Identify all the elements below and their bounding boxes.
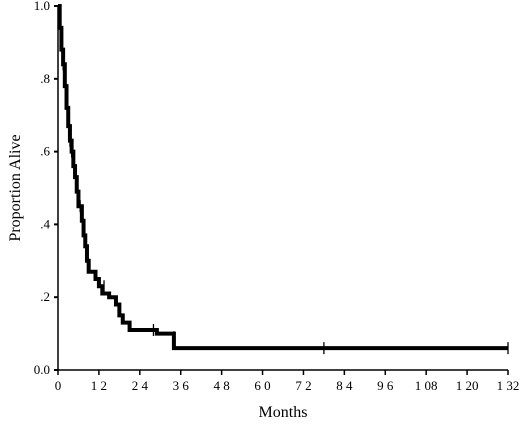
x-ticks: 0 1 2 2 4 3 6 4 8 6 0 7 2 8 4 9 6 1 08 1 20 1 32 xyxy=(55,370,520,393)
x-tick-label: 1 08 xyxy=(415,378,438,393)
x-tick-label: 9 6 xyxy=(377,378,394,393)
x-tick-label: 0 xyxy=(55,378,62,393)
x-tick-label: 8 4 xyxy=(336,378,353,393)
x-tick-label: 1 2 xyxy=(91,378,107,393)
y-tick-label: .8 xyxy=(40,71,50,86)
x-axis-title: Months xyxy=(259,404,308,421)
y-tick-label: .2 xyxy=(40,289,50,304)
x-tick-label: 4 8 xyxy=(214,378,230,393)
series-layer xyxy=(57,4,508,351)
censor-marks xyxy=(62,58,509,355)
x-tick-label: 7 2 xyxy=(295,378,311,393)
y-tick-label: .4 xyxy=(40,216,50,231)
y-tick-label: 0.0 xyxy=(34,362,50,377)
x-tick-label: 1 32 xyxy=(497,378,520,393)
x-tick-label: 3 6 xyxy=(173,378,190,393)
y-tick-label: 1.0 xyxy=(34,0,50,13)
x-tick-label: 6 0 xyxy=(254,378,270,393)
x-tick-label: 1 20 xyxy=(456,378,479,393)
y-tick-label: .6 xyxy=(40,144,50,159)
y-axis-title: Proportion Alive xyxy=(7,134,24,241)
axes xyxy=(57,6,508,371)
y-ticks: 0.0 .2 .4 .6 .8 1.0 xyxy=(34,0,58,377)
survival-step-line xyxy=(57,4,508,351)
x-tick-label: 2 4 xyxy=(132,378,149,393)
